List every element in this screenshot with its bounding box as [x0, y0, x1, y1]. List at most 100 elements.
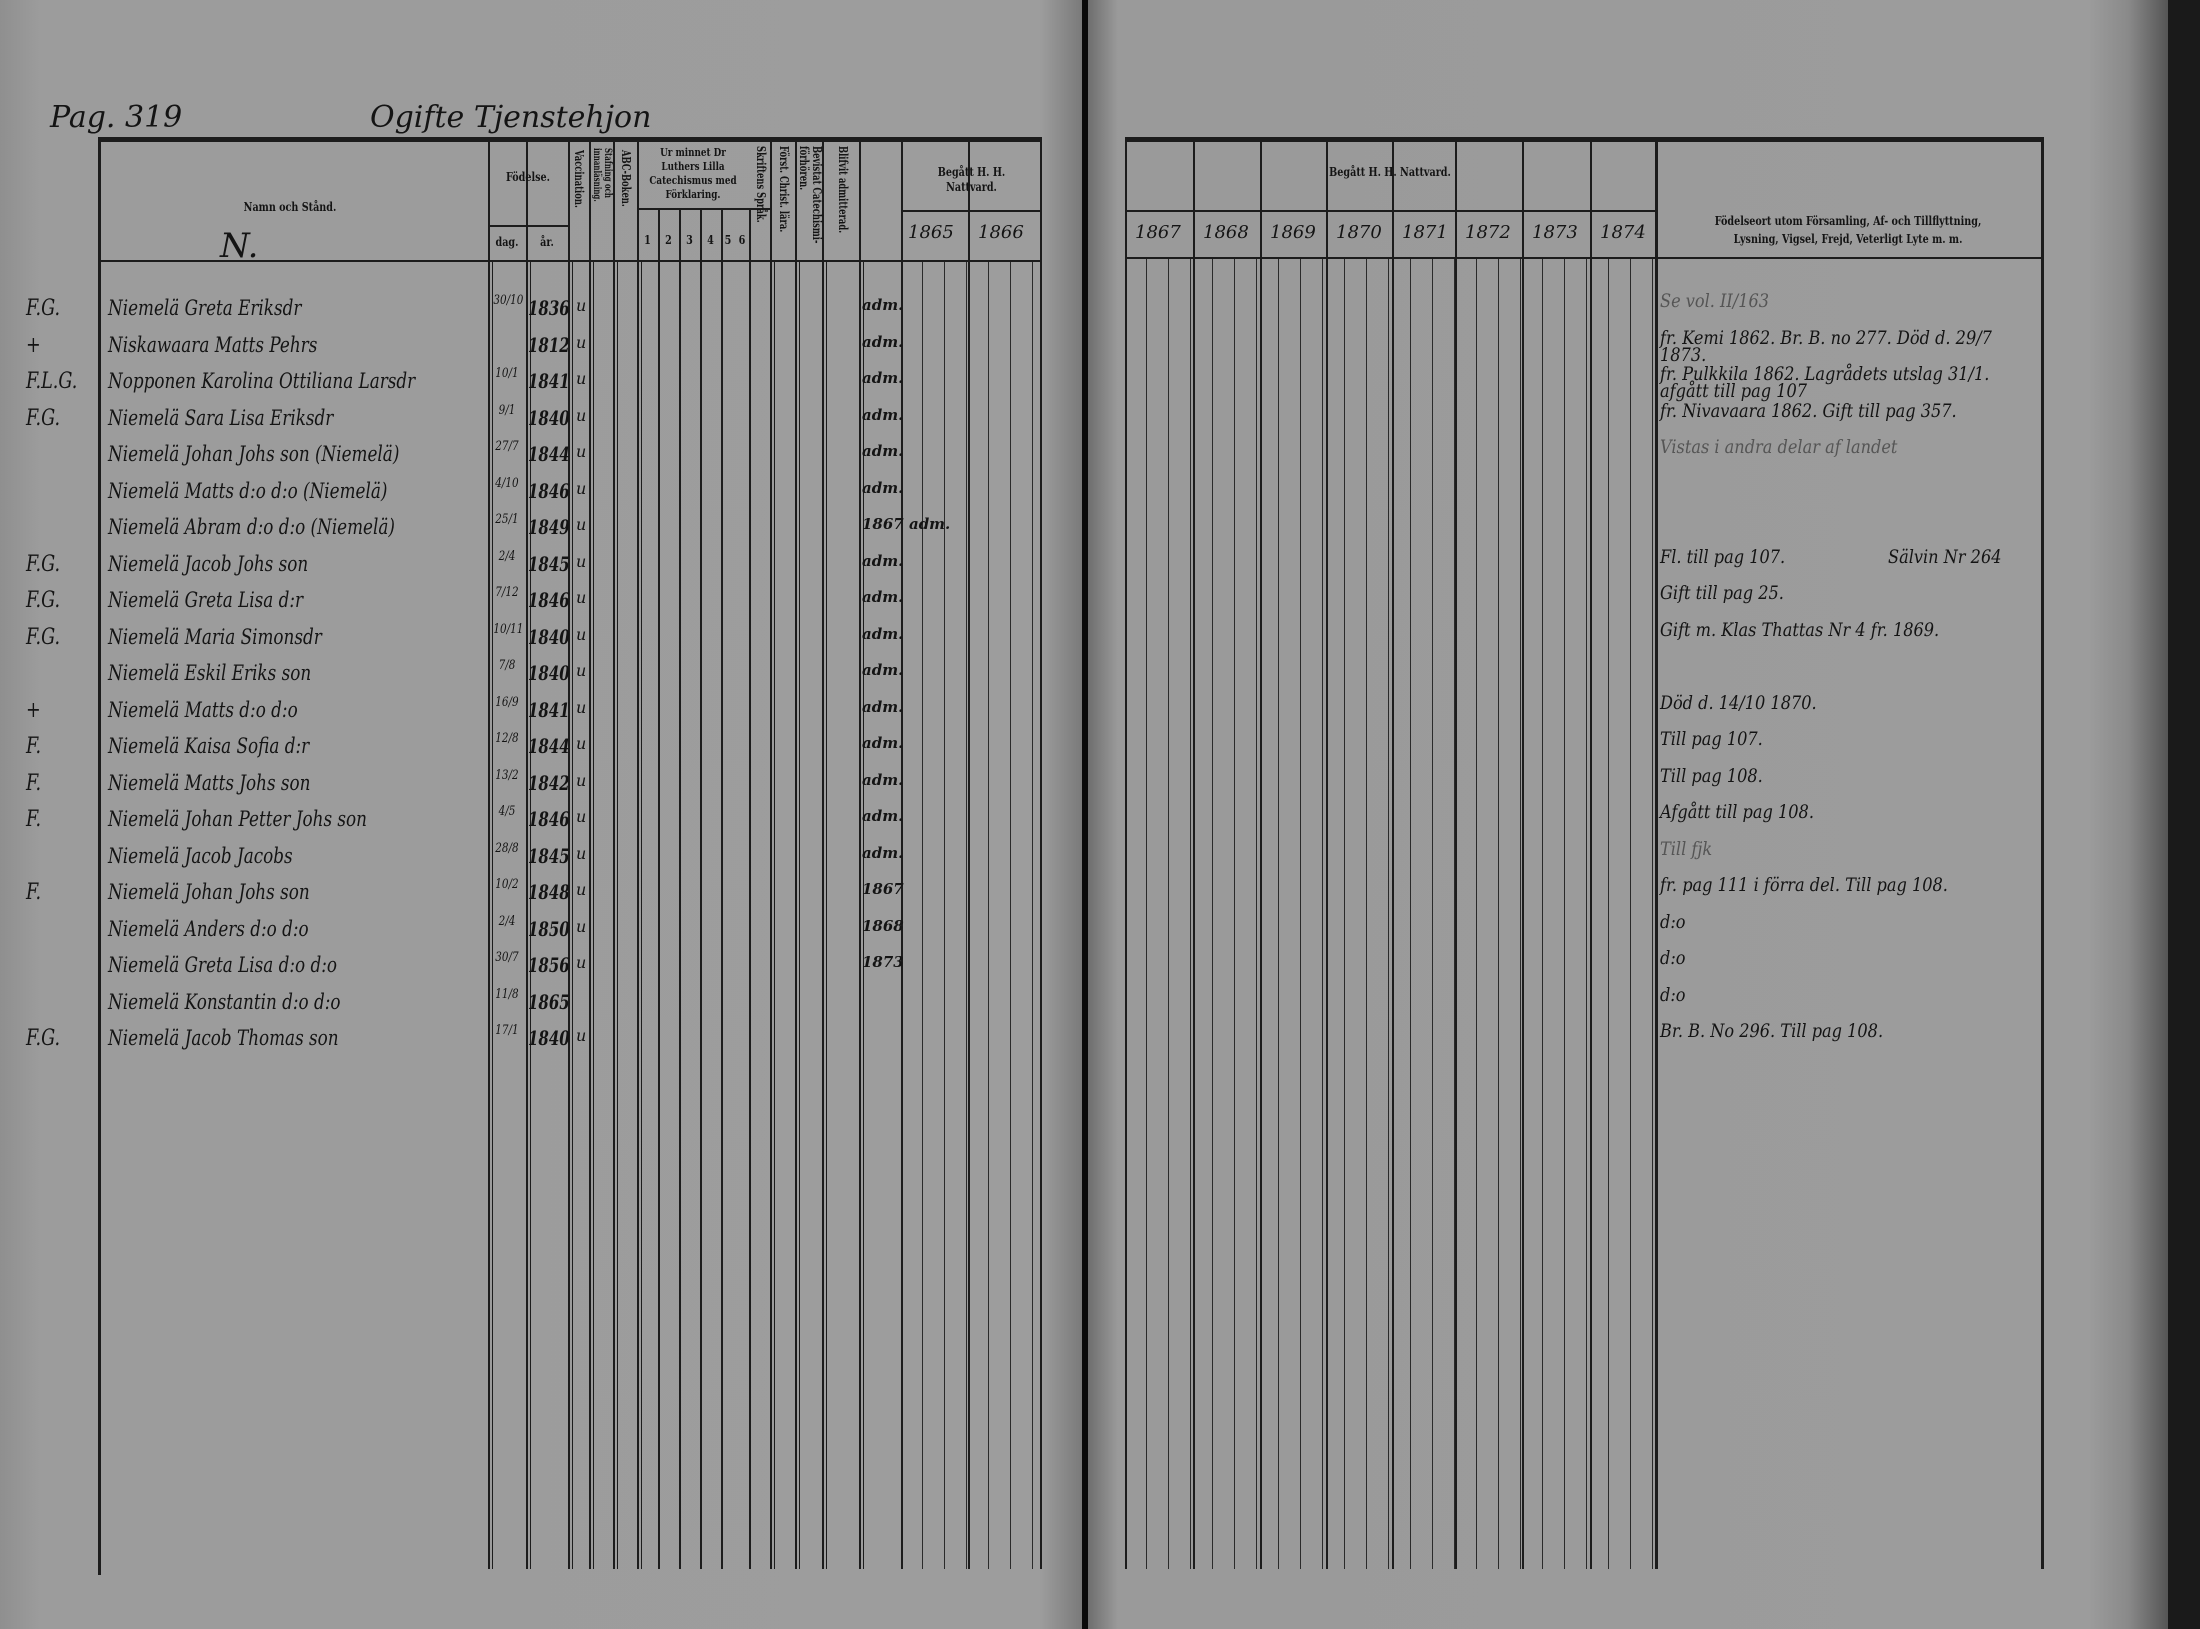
person-name: Niemelä Matts d:o d:o	[108, 697, 298, 722]
header-year: 1869	[1270, 222, 1316, 243]
person-name: Niemelä Konstantin d:o d:o	[108, 989, 341, 1014]
column-double-rule	[593, 260, 594, 1569]
person-name: Niemelä Matts d:o d:o (Niemelä)	[108, 478, 388, 503]
remark-text: fr. Pulkkila 1862. Lagrådets utslag 31/1…	[1660, 363, 1990, 402]
remark-text: d:o	[1660, 983, 1686, 1006]
register-row: Niemelä Anders d:o d:o 2/4 1850 u 1868	[0, 913, 1082, 949]
register-row-remarks: Till pag 107.	[1088, 730, 2168, 766]
register-row: F. Niemelä Johan Johs son 10/2 1848 u 1867	[0, 876, 1082, 912]
person-name: Niemelä Maria Simonsdr	[108, 624, 322, 649]
person-name: Niemelä Greta Lisa d:o d:o	[108, 953, 338, 977]
birth-day: 13/2	[495, 767, 519, 783]
birth-year: 1841	[528, 369, 570, 393]
remark-text: Br. B. No 296. Till pag 108.	[1660, 1020, 1884, 1042]
person-name: Nopponen Karolina Ottiliana Larsdr	[108, 369, 416, 393]
person-name: Niemelä Johan Petter Johs son	[108, 807, 367, 831]
admitted-mark: adm.	[862, 770, 904, 789]
person-name: Niemelä Greta Lisa d:r	[108, 588, 304, 612]
register-row-remarks: Gift m. Klas Thattas Nr 4 fr. 1869.	[1088, 620, 2168, 657]
birth-day: 11/8	[495, 986, 519, 1002]
birth-year: 1844	[528, 734, 570, 758]
birth-day: 10/11	[493, 621, 524, 637]
vaccination-mark: u	[576, 369, 587, 388]
column-rule	[1040, 137, 1042, 1569]
birth-day: 25/1	[495, 512, 519, 527]
column-rule	[613, 137, 615, 1569]
birth-day: 12/8	[495, 731, 519, 746]
register-row: F.G. Niemelä Greta Lisa d:r 7/12 1846 u adm.	[0, 584, 1082, 620]
remark-text: fr. pag 111 i förra del. Till pag 108.	[1660, 874, 1948, 896]
margin-mark: F.G.	[26, 624, 61, 650]
register-row: F. Niemelä Johan Petter Johs son 4/5 1846 u a…	[0, 803, 1082, 839]
column-rule	[968, 137, 970, 1569]
admitted-mark: adm.	[862, 551, 904, 570]
register-row-remarks: d:o	[1088, 912, 2168, 949]
birth-year: 1840	[528, 661, 570, 685]
years-subrule	[1125, 210, 1655, 212]
register-row: Niemelä Johan Johs son (Niemelä) 27/7 1844…	[0, 438, 1082, 474]
header-scripture: Skriftens Språk.	[754, 146, 768, 223]
birth-year: 1848	[528, 880, 570, 904]
page-reference: Pag. 319	[50, 100, 183, 135]
remark-text: Till pag 107.	[1660, 728, 1763, 750]
column-rule	[637, 137, 639, 1569]
header-catechism-part: 5	[724, 233, 732, 247]
register-row: F. Niemelä Kaisa Sofia d:r 12/8 1844 u adm.	[0, 730, 1082, 766]
register-row: F.G. Niemelä Jacob Thomas son 17/1 1840 u	[0, 1022, 1082, 1058]
birth-year: 1846	[528, 478, 570, 503]
column-rule	[721, 208, 723, 1569]
admitted-mark: 1868	[862, 916, 904, 935]
birth-year: 1842	[528, 770, 570, 795]
admitted-mark: 1873	[862, 953, 904, 971]
margin-mark: F.	[26, 880, 42, 905]
register-row-remarks: fr. Nivavaara 1862. Gift till pag 357.	[1088, 401, 2168, 438]
register-row: Niemelä Abram d:o d:o (Niemelä) 25/1 1849 u…	[0, 511, 1082, 547]
vaccination-mark: u	[576, 953, 587, 972]
header-catechism-part: 3	[686, 233, 693, 247]
vaccination-mark: u	[576, 661, 587, 680]
column-rule	[488, 137, 490, 1569]
admitted-mark: adm.	[862, 296, 904, 314]
register-row: F.G. Niemelä Jacob Johs son 2/4 1845 u adm.	[0, 548, 1082, 584]
column-rule	[1326, 137, 1328, 1569]
header-communion: Begått H. H. Nattvard.	[1329, 165, 1451, 179]
person-name: Niemelä Jacob Jacobs	[108, 843, 293, 868]
register-row-remarks	[1088, 511, 2168, 547]
header-vaccination: Vaccination.	[572, 150, 586, 208]
vaccination-mark: u	[576, 588, 587, 607]
column-rule	[749, 208, 751, 1569]
column-rule	[1522, 137, 1524, 1569]
column-double-rule	[863, 260, 864, 1569]
left-page: Pag. 319 Ogifte Tjenstehjon Namn och Stå…	[0, 0, 1082, 1629]
header-catechism-part: 1	[644, 233, 651, 247]
header-birth-day: dag.	[495, 235, 519, 249]
register-row-remarks: Afgått till pag 108.	[1088, 803, 2168, 839]
header-catechism: Ur minnet Dr Luthers Lilla Catechismus m…	[649, 146, 737, 201]
margin-mark: F.G.	[26, 551, 61, 577]
register-row-remarks: d:o	[1088, 983, 2168, 1022]
person-name: Niemelä Matts Johs son	[108, 770, 311, 795]
register-row: Niemelä Matts d:o d:o (Niemelä) 4/10 1846 u…	[0, 475, 1082, 511]
column-rule	[901, 137, 903, 1569]
column-rule	[2041, 137, 2044, 1569]
register-row: F. Niemelä Matts Johs son 13/2 1842 u adm.	[0, 767, 1082, 803]
admitted-mark: adm.	[862, 734, 904, 752]
header-top-rule	[98, 137, 1042, 142]
header-year: 1874	[1600, 222, 1646, 243]
header-year: 1868	[1203, 222, 1249, 243]
margin-mark: F.G.	[26, 405, 61, 431]
vaccination-mark: u	[576, 624, 587, 644]
header-year: 1873	[1532, 222, 1578, 243]
admitted-mark: adm.	[862, 369, 904, 387]
section-title: Ogifte Tjenstehjon	[370, 100, 652, 135]
column-rule	[589, 137, 591, 1569]
admitted-mark: 1867	[862, 880, 904, 898]
person-name: Niemelä Jacob Johs son	[108, 551, 309, 576]
header-year: 1870	[1336, 222, 1382, 243]
margin-mark: +	[26, 697, 41, 723]
birth-year: 1845	[528, 843, 570, 868]
register-row: F.G. Niemelä Sara Lisa Eriksdr 9/1 1840 u adm…	[0, 402, 1082, 438]
vaccination-mark: u	[576, 515, 587, 534]
register-row-remarks: Se vol. II/163	[1088, 292, 2168, 328]
birth-year: 1845	[528, 551, 570, 576]
